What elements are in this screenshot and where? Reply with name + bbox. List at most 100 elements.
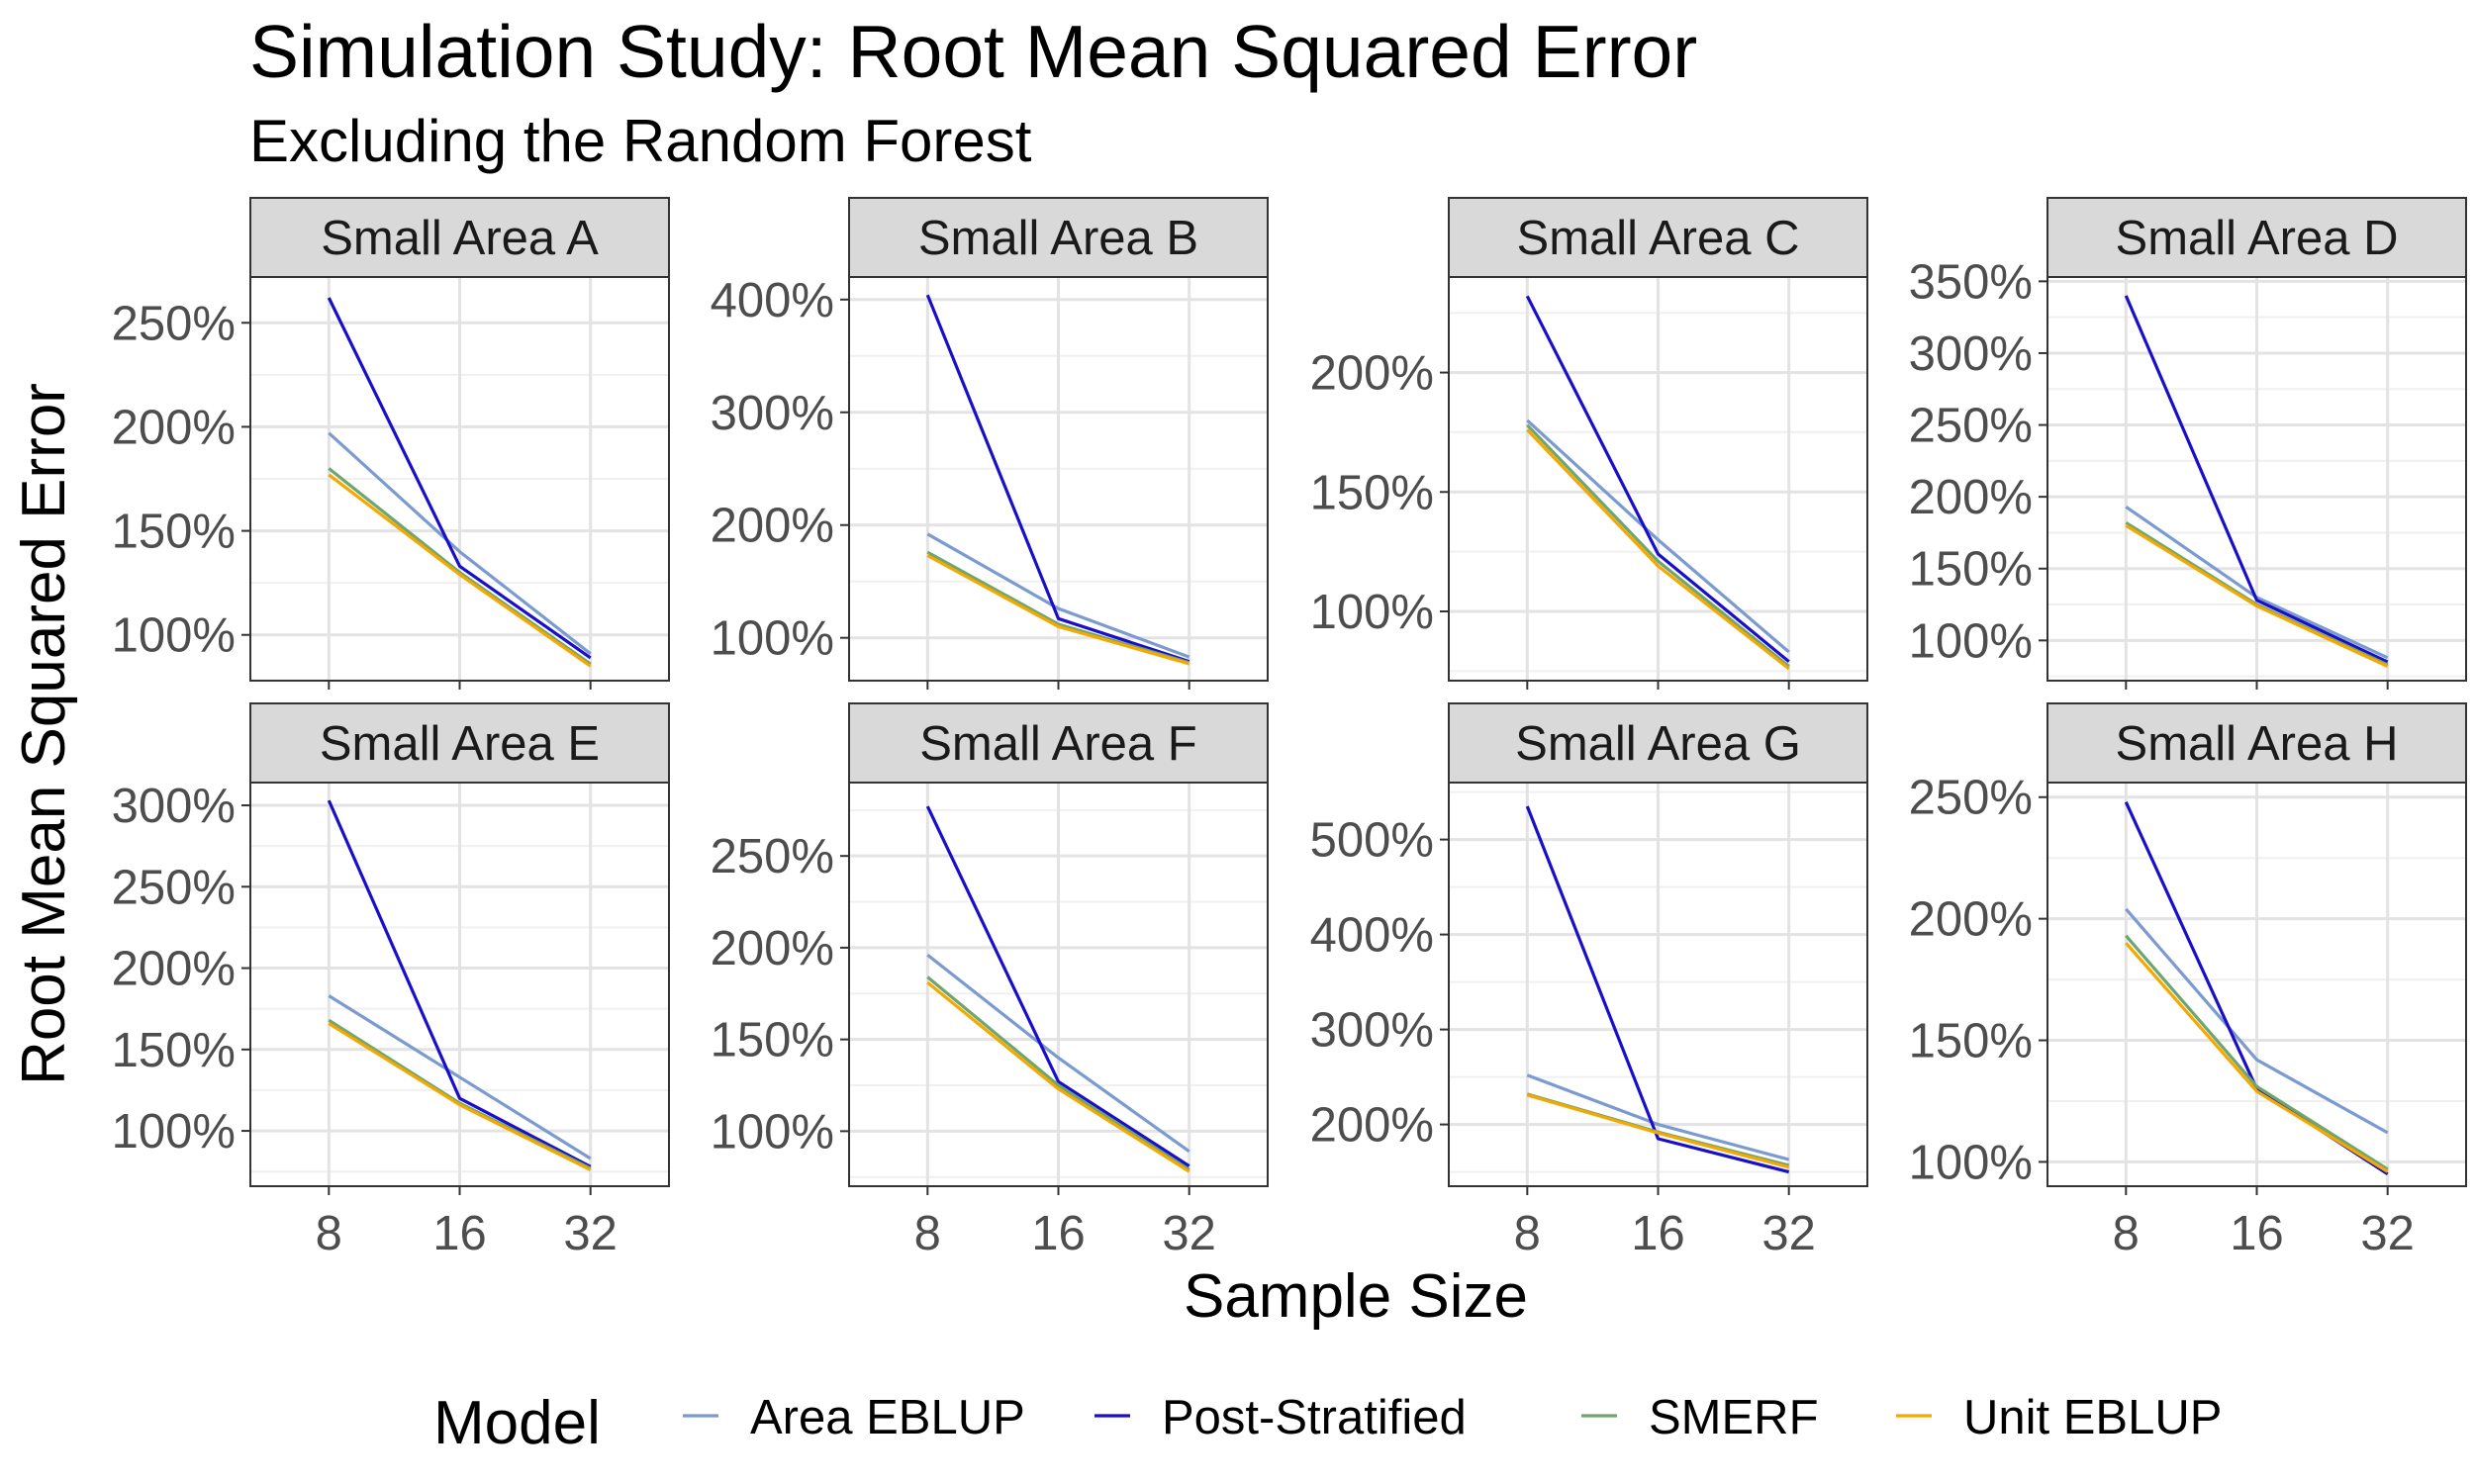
facet-strip <box>249 702 670 784</box>
y-tick-label: 150% <box>112 1024 236 1077</box>
series-line <box>1526 418 1790 654</box>
series-line <box>1526 428 1790 671</box>
y-tick-label: 200% <box>711 500 834 553</box>
facet-panel: Small Area G 200% 300% 400% 500% 8 16 32 <box>1310 702 1868 1260</box>
legend-item: SMERF <box>1581 1391 1819 1444</box>
facet-label: Small Area F <box>919 717 1196 771</box>
facet-label: Small Area D <box>2116 212 2399 265</box>
x-tick-label: 32 <box>563 1207 618 1260</box>
legend-item: Unit EBLUP <box>1896 1391 2222 1444</box>
y-tick-label: 400% <box>1310 909 1434 963</box>
facet-panel: Small Area A 100% 150% 200% 250% <box>112 197 670 690</box>
y-tick-label: 150% <box>711 1014 834 1067</box>
x-tick-label: 16 <box>1631 1207 1685 1260</box>
facet-panel: Small Area B 100% 200% 300% 400% <box>711 197 1269 690</box>
y-tick-label: 150% <box>1909 1015 2033 1068</box>
legend-title: Model <box>433 1389 601 1457</box>
legend-item: Area EBLUP <box>683 1391 1025 1444</box>
series-line <box>328 467 592 666</box>
y-tick-label: 200% <box>1310 347 1434 401</box>
x-tick-label: 16 <box>432 1207 487 1260</box>
x-tick-label: 16 <box>2230 1207 2284 1260</box>
y-tick-label: 100% <box>711 612 834 666</box>
x-tick-label: 8 <box>914 1207 941 1260</box>
series-line <box>1526 423 1790 668</box>
y-tick-label: 200% <box>1909 893 2033 947</box>
y-tick-label: 300% <box>1909 327 2033 381</box>
series-line <box>926 954 1190 1154</box>
legend-item: Post-Stratified <box>1094 1391 1467 1444</box>
y-tick-label: 300% <box>1310 1004 1434 1058</box>
series-line <box>2125 523 2389 668</box>
facet-strip <box>848 702 1269 784</box>
facet-panel: Small Area D 100% 150% 200% 250% 300% 350% <box>1909 197 2467 690</box>
y-tick-label: 100% <box>711 1105 834 1159</box>
y-tick-label: 200% <box>112 943 236 996</box>
y-tick-label: 100% <box>112 1105 236 1159</box>
y-tick-label: 200% <box>1310 1099 1434 1153</box>
series-line <box>925 805 1190 1167</box>
series-line <box>926 980 1190 1173</box>
facet-strip <box>1448 197 1868 278</box>
series-line <box>2124 295 2389 664</box>
facet-label: Small Area E <box>320 717 600 771</box>
x-tick-label: 32 <box>1162 1207 1216 1260</box>
facet-panel: Small Area E 100% 150% 200% 250% 300% 8 16 32 <box>112 702 670 1260</box>
legend-label: Post-Stratified <box>1162 1391 1467 1444</box>
y-tick-label: 150% <box>1909 543 2033 597</box>
y-tick-label: 250% <box>1909 772 2033 825</box>
facet-label: Small Area C <box>1517 212 1800 265</box>
series-line <box>2125 907 2389 1135</box>
y-tick-label: 200% <box>1909 471 2033 524</box>
series-line <box>1526 1073 1790 1161</box>
y-tick-label: 250% <box>112 861 236 914</box>
y-axis-title: Root Mean Squared Error <box>10 383 78 1085</box>
legend-label: Unit EBLUP <box>1963 1391 2222 1444</box>
y-tick-label: 500% <box>1310 814 1434 868</box>
facet-panel: Small Area F 100% 150% 200% 250% 8 16 32 <box>711 702 1269 1260</box>
y-tick-label: 100% <box>1909 1136 2033 1189</box>
x-tick-label: 32 <box>2360 1207 2415 1260</box>
facet-label: Small Area G <box>1515 717 1801 771</box>
x-tick-label: 8 <box>2113 1207 2140 1260</box>
y-tick-label: 250% <box>112 297 236 350</box>
y-tick-label: 300% <box>711 387 834 440</box>
y-tick-label: 100% <box>1310 586 1434 639</box>
y-tick-label: 350% <box>1909 255 2033 309</box>
facet-strip <box>1448 702 1868 784</box>
y-tick-label: 250% <box>1909 400 2033 453</box>
y-tick-label: 200% <box>711 922 834 975</box>
x-tick-label: 32 <box>1761 1207 1816 1260</box>
facet-panels: Small Area A 100% 150% 200% 250% Small Area B… <box>112 197 2467 1260</box>
facet-strip <box>249 197 670 278</box>
y-tick-label: 400% <box>711 274 834 327</box>
x-tick-label: 8 <box>1514 1207 1541 1260</box>
series-line <box>1525 295 1790 663</box>
series-line <box>2125 934 2389 1171</box>
series-line <box>328 431 592 655</box>
chart-title: Simulation Study: Root Mean Squared Erro… <box>249 10 1697 93</box>
facet-label: Small Area A <box>321 212 599 265</box>
series-line <box>328 1022 592 1171</box>
legend: Area EBLUP Post-Stratified SMERF Unit EBLUP <box>683 1391 2222 1444</box>
x-axis-title: Sample Size <box>1184 1262 1528 1331</box>
series-line <box>327 799 592 1168</box>
series-line <box>1525 805 1790 1174</box>
y-tick-label: 150% <box>1310 466 1434 519</box>
y-tick-label: 200% <box>112 401 236 454</box>
chart-subtitle: Excluding the Random Forest <box>249 108 1032 174</box>
facet-strip <box>2046 197 2467 278</box>
series-line <box>926 554 1190 666</box>
facet-strip <box>848 197 1269 278</box>
facet-panel: Small Area C 100% 150% 200% <box>1310 197 1868 690</box>
facet-panel: Small Area H 100% 150% 200% 250% 8 16 32 <box>1909 702 2467 1260</box>
y-tick-label: 100% <box>112 609 236 663</box>
y-tick-label: 250% <box>711 830 834 883</box>
series-line <box>328 473 592 668</box>
x-tick-label: 16 <box>1031 1207 1086 1260</box>
series-line <box>926 975 1190 1171</box>
series-line <box>926 532 1190 659</box>
series-line <box>327 297 592 660</box>
series-line <box>328 994 592 1160</box>
y-tick-label: 300% <box>112 780 236 833</box>
